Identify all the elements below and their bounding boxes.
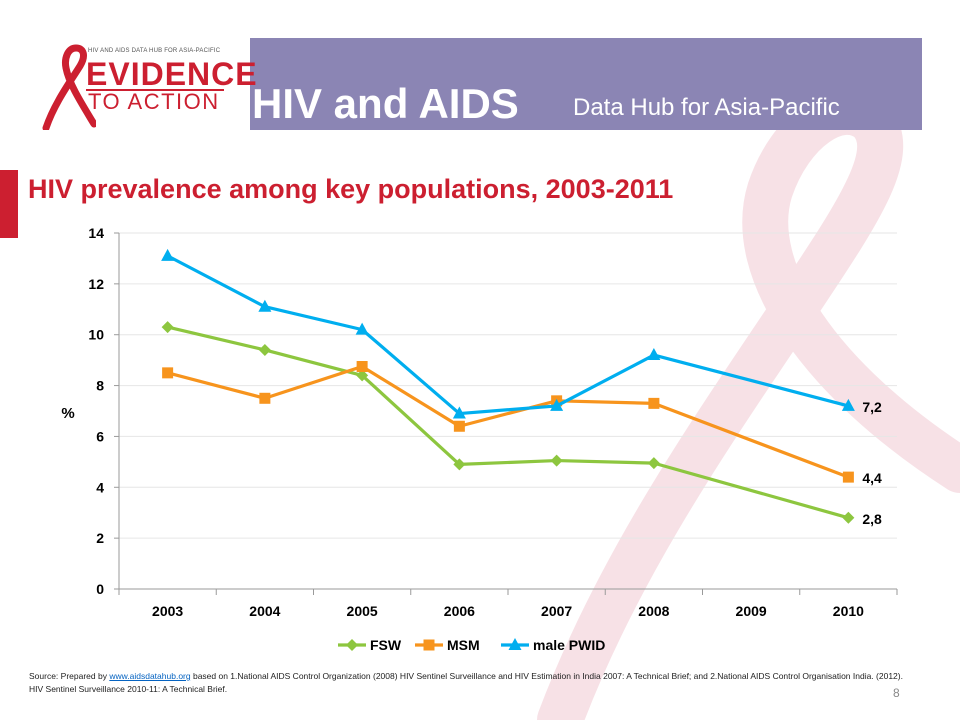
title-accent-bar	[0, 170, 18, 238]
data-point-fsw	[647, 457, 660, 470]
legend-label-msm: MSM	[447, 637, 480, 653]
data-point-fsw	[842, 511, 855, 524]
data-point-fsw	[453, 458, 466, 471]
data-point-fsw	[258, 343, 271, 356]
page-number: 8	[893, 686, 900, 700]
hub-title: HIV and AIDS	[252, 80, 519, 127]
legend-marker-msm	[423, 639, 435, 651]
data-label-fsw: 2,8	[862, 511, 882, 527]
x-tick-label: 2005	[347, 603, 378, 619]
data-point-fsw	[356, 369, 369, 382]
data-point-male-pwid	[161, 248, 175, 261]
data-label-msm: 4,4	[862, 470, 882, 486]
y-tick-label: 2	[96, 530, 104, 546]
y-tick-label: 0	[96, 581, 104, 597]
y-tick-label: 6	[96, 428, 104, 444]
y-tick-label: 14	[88, 225, 104, 241]
red-ribbon-icon	[42, 44, 96, 130]
data-point-msm	[162, 367, 174, 379]
x-tick-label: 2007	[541, 603, 572, 619]
source-prefix: Source: Prepared by	[29, 671, 110, 681]
data-point-msm	[648, 397, 660, 409]
y-axis-label: %	[61, 405, 74, 422]
legend-label-male-pwid: male PWID	[533, 637, 605, 653]
x-tick-label: 2010	[833, 603, 864, 619]
data-point-msm	[842, 471, 854, 483]
data-point-male-pwid	[258, 299, 272, 312]
x-tick-label: 2003	[152, 603, 183, 619]
legend-label-fsw: FSW	[370, 637, 402, 653]
legend-marker-fsw	[346, 639, 358, 651]
data-label-male-pwid: 7,2	[862, 399, 882, 415]
data-point-msm	[453, 420, 465, 432]
x-tick-label: 2008	[638, 603, 669, 619]
data-point-fsw	[161, 321, 174, 334]
data-point-msm	[259, 392, 271, 404]
y-tick-label: 12	[88, 276, 104, 292]
source-link[interactable]: www.aidsdatahub.org	[109, 671, 191, 681]
data-point-male-pwid	[550, 398, 564, 411]
logo-evidence-text: EVIDENCE	[86, 56, 258, 92]
data-point-male-pwid	[647, 348, 661, 361]
source-rest: based on 1.National AIDS Control Organiz…	[29, 671, 903, 694]
data-point-male-pwid	[355, 322, 369, 335]
logo-divider	[86, 89, 224, 91]
y-tick-label: 8	[96, 378, 104, 394]
x-tick-label: 2009	[736, 603, 767, 619]
data-point-male-pwid	[452, 406, 466, 419]
x-tick-label: 2006	[444, 603, 475, 619]
data-point-male-pwid	[841, 398, 855, 411]
hub-subtitle: Data Hub for Asia-Pacific	[573, 94, 840, 121]
x-tick-label: 2004	[249, 603, 280, 619]
logo-area	[0, 38, 250, 130]
data-point-msm	[356, 361, 368, 372]
legend-marker-male-pwid	[508, 638, 522, 650]
logo-to-action-text: TO ACTION	[88, 89, 220, 114]
slide-title: HIV prevalence among key populations, 20…	[28, 174, 674, 204]
data-point-fsw	[550, 454, 563, 467]
y-tick-label: 4	[96, 479, 104, 495]
series-line-fsw	[167, 325, 849, 520]
y-tick-label: 10	[88, 327, 104, 343]
logo-small-text: HIV AND AIDS DATA HUB FOR ASIA-PACIFIC	[88, 48, 221, 54]
source-note: Source: Prepared by www.aidsdatahub.org …	[29, 670, 909, 696]
series-line-msm	[167, 364, 849, 479]
